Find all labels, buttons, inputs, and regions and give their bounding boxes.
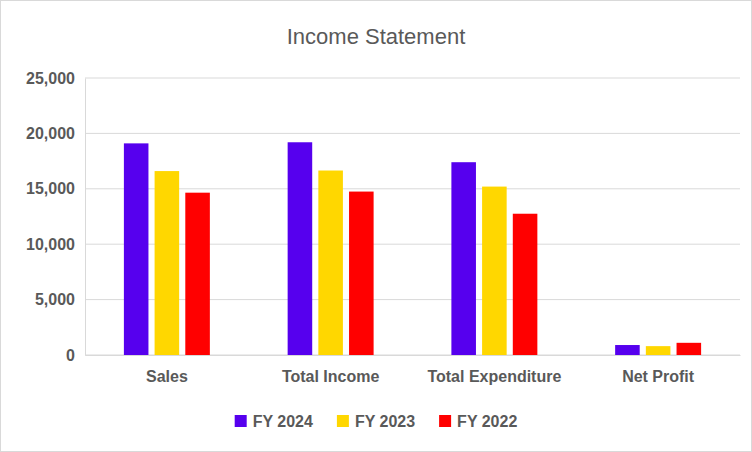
bar xyxy=(646,346,671,355)
bar xyxy=(677,343,702,355)
bar xyxy=(615,345,640,355)
y-axis-line xyxy=(85,79,86,356)
x-axis: Sales Total Income Total Expenditure Net Pr… xyxy=(86,355,741,385)
y-tick: 25,000 xyxy=(26,70,85,87)
legend-item: FY 2022 xyxy=(439,413,517,430)
grid-line xyxy=(85,299,740,300)
y-tick-label: 5,000 xyxy=(35,291,75,308)
x-tick: Total Income xyxy=(282,355,380,385)
legend-item: FY 2024 xyxy=(235,413,313,430)
grid-line xyxy=(85,133,740,134)
bar-series xyxy=(124,142,640,355)
x-tick: Total Expenditure xyxy=(427,355,561,385)
chart-background xyxy=(1,1,752,452)
x-tick-label: Total Income xyxy=(282,368,380,385)
x-tick: Sales xyxy=(146,355,188,385)
bar xyxy=(451,162,476,355)
chart: Income Statement 0 5,000 10,000 15,000 20,000… xyxy=(0,0,752,452)
legend-item: FY 2023 xyxy=(337,413,415,430)
x-axis-line xyxy=(86,355,741,356)
title: Income Statement xyxy=(287,24,466,49)
legend-label: FY 2022 xyxy=(457,413,517,430)
y-tick-label: 25,000 xyxy=(26,70,75,87)
y-axis: 0 5,000 10,000 15,000 20,000 25,000 xyxy=(26,70,85,364)
bar xyxy=(185,193,210,355)
x-tick-label: Sales xyxy=(146,368,188,385)
bar-series xyxy=(185,192,701,355)
grid xyxy=(85,78,740,355)
bar xyxy=(124,143,149,355)
bar xyxy=(349,192,374,355)
y-tick: 15,000 xyxy=(26,180,85,197)
grid-line xyxy=(85,188,740,189)
legend-swatch xyxy=(235,415,247,427)
bar xyxy=(513,214,538,355)
bars xyxy=(124,142,701,355)
grid-line xyxy=(85,244,740,245)
y-tick-label: 15,000 xyxy=(26,180,75,197)
legend-swatch xyxy=(439,415,451,427)
y-tick: 0 xyxy=(66,347,85,364)
bar-series xyxy=(155,171,671,355)
grid-line xyxy=(85,355,740,356)
y-tick: 20,000 xyxy=(26,125,85,142)
plot: 0 5,000 10,000 15,000 20,000 25,000 Sales Total… xyxy=(26,70,740,386)
legend-swatch xyxy=(337,415,349,427)
legend-label: FY 2024 xyxy=(253,413,313,430)
legend-label: FY 2023 xyxy=(355,413,415,430)
bar xyxy=(318,171,343,355)
grid-line xyxy=(85,78,740,79)
y-tick-label: 0 xyxy=(66,347,75,364)
y-tick-label: 10,000 xyxy=(26,236,75,253)
bar xyxy=(155,171,180,355)
bar xyxy=(288,142,313,355)
y-tick: 10,000 xyxy=(26,236,85,253)
x-tick-label: Net Profit xyxy=(622,368,695,385)
x-tick-label: Total Expenditure xyxy=(427,368,561,385)
y-tick: 5,000 xyxy=(35,291,85,308)
x-tick: Net Profit xyxy=(622,355,695,385)
y-tick-label: 20,000 xyxy=(26,125,75,142)
legend: FY 2024 FY 2023 FY 2022 xyxy=(235,413,518,430)
bar xyxy=(482,187,507,355)
